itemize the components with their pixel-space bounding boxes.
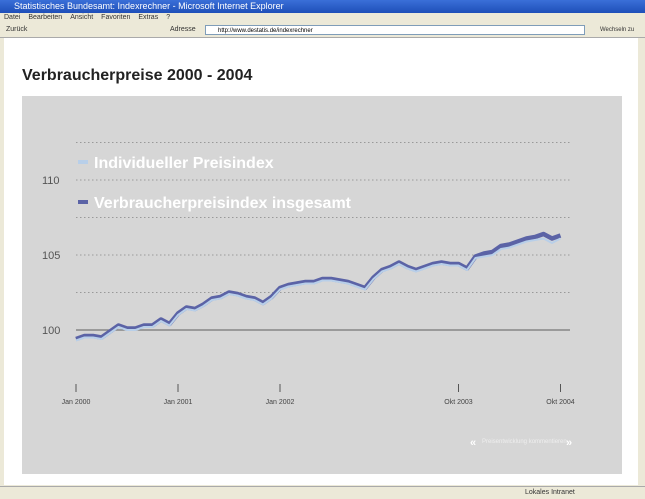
x-tick-label: Jan 2001 <box>164 399 193 406</box>
nav-text[interactable]: Preisentwicklung kommentieren <box>482 439 567 445</box>
status-zone: Lokales Intranet <box>525 489 575 496</box>
title-bar: Statistisches Bundesamt: Indexrechner - … <box>0 0 645 13</box>
chart-panel <box>22 96 622 474</box>
chart-title: Verbraucherpreise 2000 - 2004 <box>22 67 252 84</box>
menu-item[interactable]: Datei <box>4 14 21 21</box>
menu-item[interactable]: ? <box>166 14 171 21</box>
x-tick-label: Okt 2004 <box>546 399 575 406</box>
x-tick-label: Jan 2002 <box>266 399 295 406</box>
toolbar: Zurück Adresse Wechseln zu <box>0 23 645 38</box>
status-bar: Lokales Intranet <box>0 486 645 499</box>
legend-label: Verbraucherpreisindex insgesamt <box>94 195 352 212</box>
address-label: Adresse <box>170 26 196 33</box>
menu-bar: Datei Bearbeiten Ansicht Favoriten Extras? <box>0 13 645 23</box>
menu-item[interactable]: Bearbeiten <box>28 14 63 21</box>
nav-next[interactable]: » <box>566 437 572 449</box>
menu-item[interactable]: Extras <box>138 14 159 21</box>
back-button[interactable]: Zurück <box>6 26 28 33</box>
go-button[interactable]: Wechseln zu <box>600 27 635 33</box>
nav-prev[interactable]: « <box>470 437 476 449</box>
menu-item[interactable]: Favoriten <box>101 14 131 21</box>
menu-item[interactable]: Ansicht <box>70 14 94 21</box>
x-tick-label: Okt 2003 <box>444 399 473 406</box>
address-field[interactable]: http://www.destatis.de/indexrechner <box>205 25 585 35</box>
series-line <box>75 231 562 342</box>
legend-label: Individueller Preisindex <box>94 155 274 172</box>
chart: Verbraucherpreise 2000 - 2004 « Preisent… <box>22 67 622 474</box>
y-tick-label: 105 <box>42 250 60 262</box>
series-line <box>75 237 561 342</box>
y-tick-label: 110 <box>42 175 60 187</box>
y-tick-label: 100 <box>42 325 60 337</box>
x-tick-label: Jan 2000 <box>62 399 91 406</box>
